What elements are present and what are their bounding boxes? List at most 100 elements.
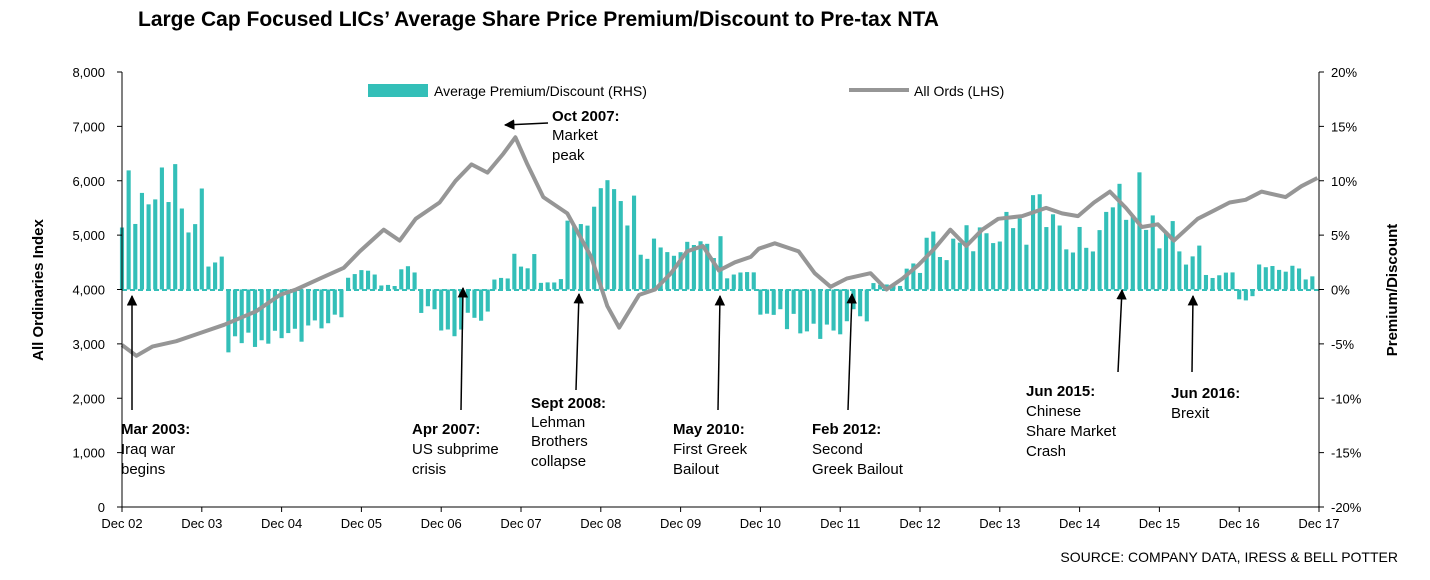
premium-bar <box>1124 219 1129 290</box>
y-left-tick-label: 6,000 <box>72 174 105 189</box>
premium-bar <box>186 232 191 290</box>
x-tick-label: Dec 15 <box>1139 516 1180 531</box>
premium-bar <box>1110 207 1115 290</box>
premium-bar <box>971 251 976 290</box>
premium-bar <box>292 289 297 329</box>
premium-bar <box>618 201 623 290</box>
premium-bar <box>658 247 663 290</box>
premium-bar <box>1203 274 1209 290</box>
premium-bar <box>1097 230 1102 290</box>
premium-bar <box>1057 225 1062 290</box>
premium-bar <box>612 189 617 290</box>
premium-bar <box>1024 244 1029 290</box>
premium-bar <box>312 289 317 321</box>
premium-bar <box>718 236 723 290</box>
premium-bar <box>1296 268 1302 290</box>
premium-bar <box>1077 226 1082 290</box>
premium-bar <box>279 289 284 339</box>
premium-bar <box>711 258 716 290</box>
x-tick-label: Dec 16 <box>1219 516 1260 531</box>
premium-bar <box>126 170 131 290</box>
premium-bar <box>605 180 610 290</box>
premium-bar <box>532 254 537 290</box>
premium-bar <box>1310 276 1315 290</box>
y-left-tick-label: 3,000 <box>72 337 105 352</box>
premium-bar <box>505 278 510 290</box>
svg-text:Jun 2016:: Jun 2016: <box>1171 385 1240 402</box>
premium-bar <box>804 289 810 332</box>
x-tick-label: Dec 07 <box>500 516 541 531</box>
x-tick-label: Dec 10 <box>740 516 781 531</box>
y-left-tick-label: 5,000 <box>72 228 105 243</box>
annotation-apr-2007: Apr 2007: US subprime crisis <box>412 421 499 478</box>
svg-text:Second: Second <box>812 441 863 458</box>
premium-bar <box>1004 211 1009 290</box>
bars-layer <box>119 164 1315 353</box>
svg-text:Brothers: Brothers <box>531 433 588 450</box>
svg-text:Sept 2008:: Sept 2008: <box>531 395 606 412</box>
premium-bar <box>1084 247 1089 290</box>
svg-text:Chinese: Chinese <box>1026 403 1081 420</box>
premium-bar <box>352 274 357 290</box>
premium-bar <box>731 274 736 290</box>
premium-bar <box>1290 265 1295 290</box>
svg-text:Bailout: Bailout <box>673 461 720 478</box>
premium-bar <box>638 254 643 290</box>
x-tick-label: Dec 08 <box>580 516 621 531</box>
svg-text:Feb 2012:: Feb 2012: <box>812 421 881 438</box>
premium-bar <box>1197 245 1202 290</box>
premium-bar <box>538 282 544 290</box>
premium-bar <box>552 282 557 290</box>
y-left-tick-label: 1,000 <box>72 446 105 461</box>
premium-bar <box>937 257 943 290</box>
premium-bar <box>997 241 1002 290</box>
premium-bar <box>1017 218 1022 290</box>
premium-bar <box>319 289 324 329</box>
premium-bar <box>306 289 311 326</box>
premium-bar <box>844 289 849 322</box>
svg-text:Market: Market <box>552 127 599 144</box>
premium-bar <box>1237 289 1242 300</box>
premium-bar <box>798 289 803 334</box>
premium-bar <box>385 284 391 290</box>
svg-text:Share Market: Share Market <box>1026 423 1117 440</box>
y-left-tick-label: 0 <box>98 500 105 515</box>
premium-bar <box>259 289 264 341</box>
premium-bar <box>1257 264 1262 290</box>
premium-bar <box>1303 279 1308 290</box>
premium-bar <box>1044 227 1049 290</box>
premium-bar <box>897 285 903 290</box>
premium-bar <box>1163 231 1169 290</box>
svg-text:Greek Bailout: Greek Bailout <box>812 461 904 478</box>
premium-bar <box>1117 183 1122 290</box>
premium-bar <box>193 224 198 290</box>
premium-bar <box>585 225 590 290</box>
premium-bar <box>791 289 796 314</box>
premium-bar <box>326 289 331 324</box>
svg-text:May 2010:: May 2010: <box>673 421 745 438</box>
premium-bar <box>1037 194 1042 290</box>
premium-bar <box>1217 275 1222 290</box>
premium-bar <box>665 252 670 290</box>
premium-bar <box>346 277 351 290</box>
premium-bar <box>199 188 204 290</box>
premium-bar <box>459 289 464 330</box>
premium-bar <box>1150 215 1155 290</box>
premium-bar <box>465 289 470 313</box>
y-left-tick-label: 2,000 <box>72 391 105 406</box>
annotation-jun-2016: Jun 2016: Brexit <box>1171 385 1240 422</box>
premium-bar <box>246 289 251 333</box>
premium-bar <box>232 289 238 337</box>
premium-bar <box>1190 256 1195 290</box>
premium-bar <box>359 270 364 290</box>
premium-bar <box>751 272 756 290</box>
premium-bar <box>651 238 657 290</box>
premium-bar <box>432 289 437 310</box>
premium-bar <box>512 253 517 290</box>
y-right-tick-label: -10% <box>1331 391 1362 406</box>
svg-text:crisis: crisis <box>412 461 446 478</box>
premium-bar <box>1250 289 1255 297</box>
premium-bar <box>206 266 211 290</box>
y-left-tick-label: 4,000 <box>72 283 105 298</box>
y-left-tick-label: 7,000 <box>72 119 105 134</box>
